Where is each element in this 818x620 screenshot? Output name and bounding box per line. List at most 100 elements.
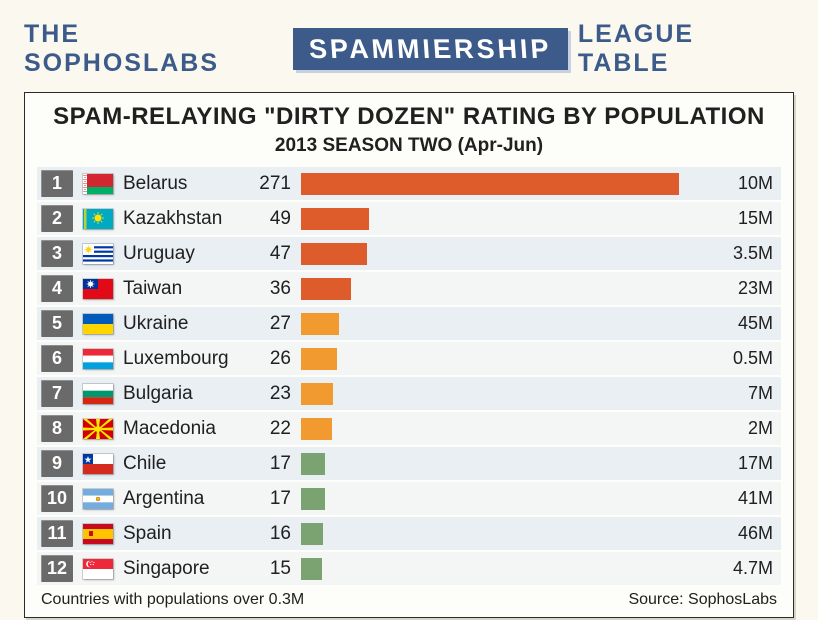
bar-cell xyxy=(301,307,711,340)
rank-badge: 8 xyxy=(41,415,73,442)
rating-value: 17 xyxy=(251,488,301,510)
population-value: 3.5M xyxy=(711,243,781,264)
rank-badge: 4 xyxy=(41,275,73,302)
flag-icon xyxy=(83,174,113,194)
country-name: Uruguay xyxy=(123,243,251,265)
population-value: 10M xyxy=(711,173,781,194)
flag-icon xyxy=(83,489,113,509)
rating-value: 47 xyxy=(251,243,301,265)
bar-cell xyxy=(301,447,711,480)
country-name: Bulgaria xyxy=(123,383,251,405)
rank-badge: 9 xyxy=(41,450,73,477)
rating-bar xyxy=(301,383,333,405)
rating-bar xyxy=(301,313,339,335)
country-name: Singapore xyxy=(123,558,251,580)
bar-cell xyxy=(301,482,711,515)
rank-badge: 1 xyxy=(41,170,73,197)
table-row: 5 Ukraine27 45M xyxy=(37,307,781,340)
banner-left: THE SOPHOSLABS xyxy=(24,20,283,78)
population-value: 17M xyxy=(711,453,781,474)
banner-header: THE SOPHOSLABS SPAMMIERSHIP LEAGUE TABLE xyxy=(24,20,794,78)
population-value: 2M xyxy=(711,418,781,439)
rating-value: 17 xyxy=(251,453,301,475)
footer-note: Countries with populations over 0.3M xyxy=(41,591,304,609)
country-name: Spain xyxy=(123,523,251,545)
rating-bar xyxy=(301,173,679,195)
rating-bar xyxy=(301,348,337,370)
population-value: 0.5M xyxy=(711,348,781,369)
rating-bar xyxy=(301,418,332,440)
flag-icon xyxy=(83,244,113,264)
rank-badge: 5 xyxy=(41,310,73,337)
population-value: 15M xyxy=(711,208,781,229)
population-value: 46M xyxy=(711,523,781,544)
flag-icon xyxy=(83,559,113,579)
population-value: 7M xyxy=(711,383,781,404)
panel-subtitle: 2013 SEASON TWO (Apr-Jun) xyxy=(37,135,781,157)
table-row: 10Argentina1741M xyxy=(37,482,781,515)
population-value: 23M xyxy=(711,278,781,299)
country-name: Kazakhstan xyxy=(123,208,251,230)
bar-cell xyxy=(301,517,711,550)
country-name: Chile xyxy=(123,453,251,475)
population-value: 41M xyxy=(711,488,781,509)
banner-badge: SPAMMIERSHIP xyxy=(293,34,568,65)
rating-bar xyxy=(301,558,322,580)
rating-value: 15 xyxy=(251,558,301,580)
rating-value: 27 xyxy=(251,313,301,335)
rating-bar xyxy=(301,453,325,475)
bar-cell xyxy=(301,552,711,585)
rating-value: 16 xyxy=(251,523,301,545)
rank-badge: 11 xyxy=(41,520,73,547)
rating-value: 26 xyxy=(251,348,301,370)
rating-value: 22 xyxy=(251,418,301,440)
population-value: 4.7M xyxy=(711,558,781,579)
panel-footer: Countries with populations over 0.3M Sou… xyxy=(37,589,781,609)
table-row: 7 Bulgaria23 7M xyxy=(37,377,781,410)
flag-icon xyxy=(83,454,113,474)
rank-badge: 2 xyxy=(41,205,73,232)
bar-cell xyxy=(301,412,711,445)
flag-icon xyxy=(83,419,113,439)
table-row: 4Taiwan3623M xyxy=(37,272,781,305)
bar-cell xyxy=(301,237,711,270)
banner-right: LEAGUE TABLE xyxy=(578,20,794,78)
bar-cell xyxy=(301,272,711,305)
rating-bar xyxy=(301,208,369,230)
table-row: 6Luxembourg260.5M xyxy=(37,342,781,375)
country-name: Luxembourg xyxy=(123,348,251,370)
table-row: 12 Singapore15 4.7M xyxy=(37,552,781,585)
flag-icon xyxy=(83,209,113,229)
country-name: Ukraine xyxy=(123,313,251,335)
rating-bar xyxy=(301,488,325,510)
flag-icon xyxy=(83,314,113,334)
rating-value: 23 xyxy=(251,383,301,405)
country-name: Macedonia xyxy=(123,418,251,440)
population-value: 45M xyxy=(711,313,781,334)
bar-cell xyxy=(301,342,711,375)
rating-value: 36 xyxy=(251,278,301,300)
table-row: 1Belarus27110M xyxy=(37,167,781,200)
rank-badge: 3 xyxy=(41,240,73,267)
bar-cell xyxy=(301,377,711,410)
flag-icon xyxy=(83,279,113,299)
rating-bar xyxy=(301,278,351,300)
footer-source: Source: SophosLabs xyxy=(628,591,777,609)
ranking-rows: 1Belarus27110M2Kazakhstan4915M3Uruguay47… xyxy=(37,167,781,585)
rank-badge: 12 xyxy=(41,555,73,582)
bar-cell xyxy=(301,202,711,235)
flag-icon xyxy=(83,349,113,369)
table-row: 8 Macedonia22 2M xyxy=(37,412,781,445)
table-row: 3 Uruguay47 3.5M xyxy=(37,237,781,270)
table-row: 11 Spain16 46M xyxy=(37,517,781,550)
flag-icon xyxy=(83,384,113,404)
rating-bar xyxy=(301,523,323,545)
rank-badge: 10 xyxy=(41,485,73,512)
panel-title: SPAM-RELAYING "DIRTY DOZEN" RATING BY PO… xyxy=(37,103,781,131)
rank-badge: 7 xyxy=(41,380,73,407)
table-row: 2 Kazakhstan49 15M xyxy=(37,202,781,235)
ranking-panel: SPAM-RELAYING "DIRTY DOZEN" RATING BY PO… xyxy=(24,92,794,618)
rating-value: 49 xyxy=(251,208,301,230)
rating-value: 271 xyxy=(251,173,301,195)
flag-icon xyxy=(83,524,113,544)
